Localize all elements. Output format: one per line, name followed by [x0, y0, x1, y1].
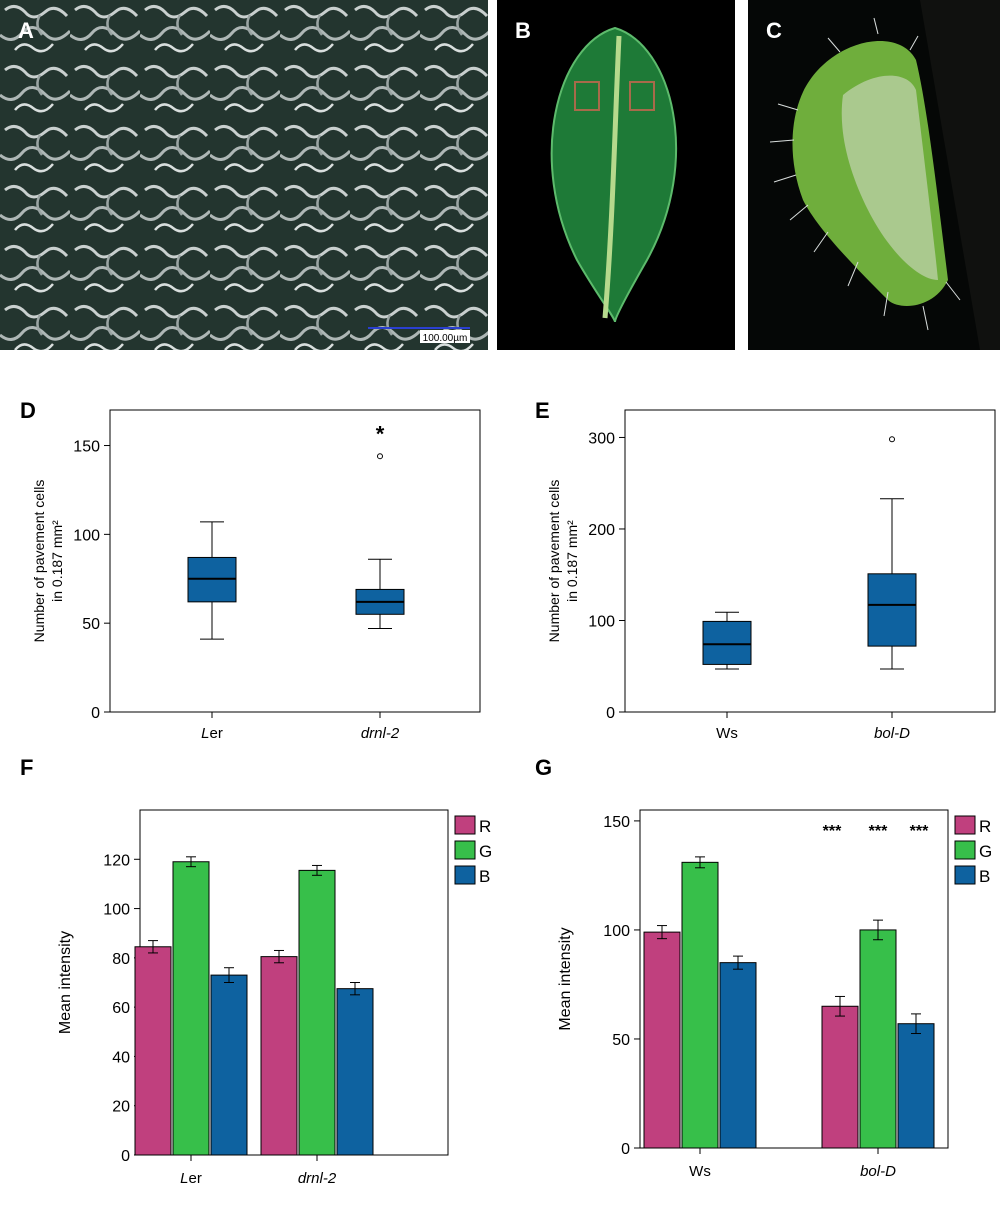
bar-R-Ws — [643, 931, 681, 1149]
chart-d-boxplot: 0 50 100 150 Number of pavement cells in 0.18… — [31, 409, 481, 742]
scale-bar — [368, 327, 470, 329]
legend-label-R: R — [979, 817, 991, 836]
micrograph-texture: 100.00µm — [0, 0, 488, 350]
significance-annotation: * — [376, 421, 385, 446]
bar-G-Ler — [172, 861, 210, 1156]
bar-R-bol-D — [821, 1005, 859, 1149]
significance-annotation: *** — [910, 823, 929, 840]
outlier-point — [889, 436, 895, 443]
bar-B-Ler — [210, 974, 248, 1156]
legend-label-B: B — [979, 867, 990, 886]
y-tick-label: 50 — [82, 616, 100, 633]
y-axis-label: Mean intensity — [557, 927, 574, 1030]
legend-label-B: B — [479, 867, 490, 886]
legend-label-R: R — [479, 817, 491, 836]
bar-G-drnl-2 — [298, 869, 336, 1156]
bar-R-Ler — [134, 946, 172, 1156]
significance-annotation: *** — [869, 823, 888, 840]
y-tick-label: 150 — [73, 439, 100, 456]
y-axis-label: Mean intensity — [57, 931, 74, 1034]
x-tick-label: Ler — [180, 1170, 202, 1187]
y-tick-label: 0 — [621, 1141, 630, 1158]
y-tick-label: 0 — [91, 705, 100, 722]
leaf-photo-drawing — [769, 0, 1000, 350]
y-axis-label-line: in 0.187 mm² — [564, 520, 580, 602]
y-axis-label-line: Number of pavement cells — [546, 480, 562, 643]
panel-b-leaf-schematic — [497, 0, 735, 350]
bar-B-Ws — [719, 962, 757, 1149]
panel-label-e: E — [535, 398, 550, 423]
panel-c-leaf-photo — [748, 0, 1000, 350]
outlier-point — [377, 453, 383, 460]
plot-frame — [109, 409, 481, 713]
sample-region-right — [629, 81, 655, 111]
bar-G-bol-D — [859, 929, 897, 1149]
y-tick-label: 100 — [103, 902, 130, 919]
scale-bar-label: 100.00µm — [423, 333, 468, 344]
bar-G-Ws — [681, 861, 719, 1149]
y-tick-label: 100 — [603, 923, 630, 940]
leaf-drawing — [550, 26, 678, 323]
x-tick-label: Ws — [716, 725, 738, 742]
panel-a-micrograph: 100.00µm — [0, 0, 488, 350]
y-tick-label: 40 — [112, 1049, 130, 1066]
x-tick-label: drnl-2 — [298, 1170, 337, 1187]
y-axis-label-line: Number of pavement cells — [31, 480, 47, 643]
plot-frame — [624, 409, 996, 713]
y-axis-label: Number of pavement cells in 0.187 mm² — [31, 480, 65, 643]
legend-swatch-R — [954, 815, 976, 835]
legend-label-G: G — [979, 842, 992, 861]
y-tick-label: 50 — [612, 1032, 630, 1049]
panel-label-b: B — [515, 18, 531, 43]
panel-label-d: D — [20, 398, 36, 423]
bar-R-drnl-2 — [260, 956, 298, 1156]
box-bol-D — [867, 573, 917, 647]
chart-e-boxplot: 0 100 200 300 Number of pavement cells in 0.1… — [546, 409, 996, 742]
y-tick-label: 120 — [103, 852, 130, 869]
y-tick-label: 300 — [588, 430, 615, 447]
legend-swatch-G — [454, 840, 476, 860]
y-tick-label: 100 — [588, 613, 615, 630]
legend-swatch-B — [454, 865, 476, 885]
y-tick-label: 100 — [73, 527, 100, 544]
y-axis-label: Number of pavement cells in 0.187 mm² — [546, 480, 580, 643]
bar-B-bol-D — [897, 1023, 935, 1149]
y-tick-label: 60 — [112, 1000, 130, 1017]
significance-annotation: *** — [823, 823, 842, 840]
y-tick-label: 0 — [606, 705, 615, 722]
y-tick-label: 0 — [121, 1148, 130, 1165]
y-tick-label: 150 — [603, 814, 630, 831]
panel-label-f: F — [20, 755, 34, 780]
y-axis-label-line: in 0.187 mm² — [49, 520, 65, 602]
chart-g-barchart: 0 50 100 150 Mean intensity Ws bol-D RGB *** *** *… — [557, 809, 992, 1180]
bar-B-drnl-2 — [336, 988, 374, 1156]
x-tick-label: drnl-2 — [361, 725, 400, 742]
chart-f-barchart: 0 20 40 60 80 100 120 Mean intensity Ler drnl-2 RG… — [57, 809, 492, 1187]
x-tick-label: Ws — [689, 1163, 711, 1180]
x-tick-label: bol-D — [860, 1163, 896, 1180]
panel-label-g: G — [535, 755, 553, 780]
legend-swatch-G — [954, 840, 976, 860]
legend-label-G: G — [479, 842, 492, 861]
x-tick-label: bol-D — [874, 725, 910, 742]
legend-swatch-R — [454, 815, 476, 835]
sample-region-left — [574, 81, 600, 111]
legend-swatch-B — [954, 865, 976, 885]
box-Ws — [702, 620, 752, 665]
x-tick-label: Ler — [201, 725, 223, 742]
panel-label-c: C — [766, 18, 782, 43]
y-tick-label: 200 — [588, 522, 615, 539]
plot-frame — [639, 809, 949, 1149]
panel-label-a: A — [18, 18, 34, 43]
leaf-midrib — [602, 35, 622, 319]
y-tick-label: 80 — [112, 951, 130, 968]
y-tick-label: 20 — [112, 1099, 130, 1116]
